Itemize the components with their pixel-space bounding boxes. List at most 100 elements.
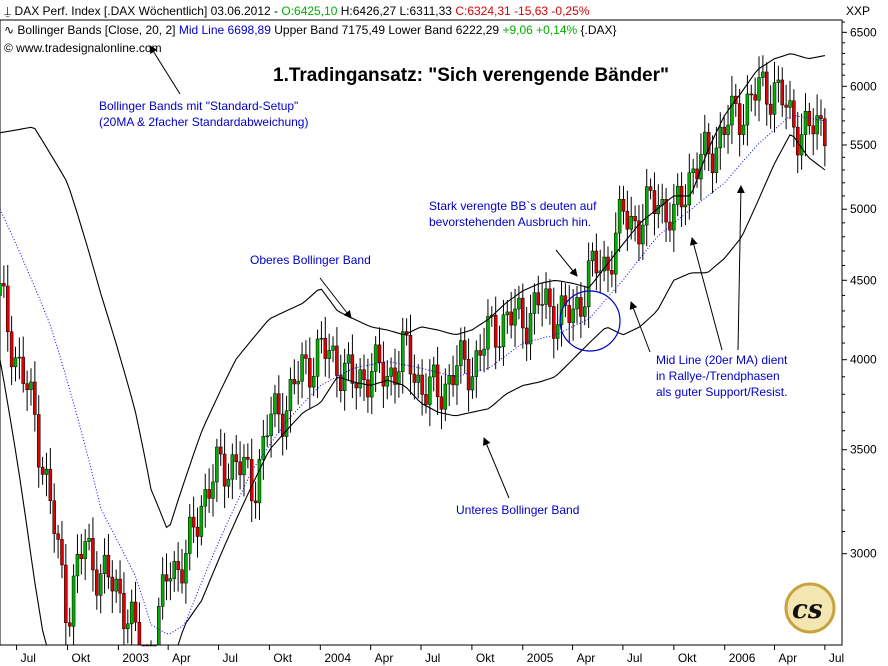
bar-body: [126, 623, 130, 630]
bar-body: [342, 362, 347, 391]
y-tick-label: 6000: [850, 79, 877, 93]
bar-body: [788, 100, 792, 108]
bar-body: [226, 478, 231, 487]
bar-body: [679, 185, 684, 208]
bar-body: [765, 71, 769, 105]
bar-body: [799, 134, 804, 156]
bar-body: [83, 541, 87, 559]
bar-body: [199, 505, 204, 537]
bar-body: [745, 93, 750, 126]
indicator-ref: {.DAX}: [581, 23, 617, 37]
bar-body: [36, 414, 41, 468]
indicator-change: +9,06 +0,14%: [502, 23, 577, 37]
bar-body: [79, 553, 84, 559]
bar-body: [583, 306, 587, 317]
y-tick-label: 5000: [850, 202, 877, 216]
bar-body: [699, 154, 703, 180]
bar-body: [122, 592, 126, 630]
bar-body: [757, 77, 761, 101]
bar-body: [176, 561, 180, 570]
bar-body: [555, 324, 560, 339]
bar-body: [133, 601, 138, 623]
bar-body: [579, 297, 583, 317]
bar-body: [265, 435, 269, 438]
bar-body: [67, 622, 72, 627]
x-tick-label: Apr: [779, 651, 798, 665]
bar-body: [9, 331, 14, 368]
x-tick-label: Jul: [627, 651, 642, 665]
bar-body: [261, 436, 266, 460]
bar-body: [56, 533, 60, 540]
bar-body: [184, 553, 188, 584]
bar-body: [486, 316, 490, 350]
bar-body: [637, 220, 641, 245]
bar-body: [749, 93, 754, 96]
bar-body: [602, 256, 606, 272]
header-low: L:6311,33: [399, 4, 452, 18]
y-tick-label: 3000: [850, 547, 877, 561]
cs-logo-text: cs: [792, 595, 823, 625]
bar-body: [819, 115, 823, 120]
bar-body: [691, 168, 695, 174]
bar-body: [358, 369, 362, 389]
bar-body: [253, 500, 258, 504]
bar-body: [230, 454, 235, 480]
bar-body: [33, 381, 37, 415]
bar-body: [563, 295, 568, 306]
bar-body: [737, 103, 742, 135]
bar-body: [509, 311, 513, 326]
bar-body: [610, 270, 614, 275]
annotation-setup-arrow: [149, 45, 181, 95]
bar-body: [455, 365, 459, 386]
bar-body: [292, 379, 297, 385]
bar-body: [203, 489, 207, 507]
bar-body: [803, 111, 808, 135]
indicator-name: Bollinger Bands [Close, 20, 2]: [17, 23, 175, 37]
annotation-squeeze-arrow: [555, 249, 578, 277]
bar-body: [710, 153, 715, 174]
bar-body: [548, 288, 552, 307]
bar-body: [517, 297, 521, 310]
bar-body: [222, 453, 227, 487]
bar-body: [381, 362, 386, 387]
bar-body: [629, 216, 633, 230]
annotation-mid-arrow-c: [736, 185, 745, 351]
bar-body: [532, 292, 537, 314]
bar-body: [648, 186, 653, 191]
bar-body: [288, 379, 293, 412]
bar-body: [625, 211, 630, 230]
y-unit: XXP: [846, 4, 870, 18]
bar-body: [273, 393, 277, 415]
bar-body: [207, 489, 211, 499]
bar-body: [552, 306, 556, 339]
x-axis: Jul Okt 2003 Apr Jul Okt 2004 Apr Jul Okt 2005 Apr J…: [16, 645, 844, 665]
bar-body: [246, 456, 250, 460]
bar-body: [482, 348, 486, 356]
bar-body: [412, 373, 417, 383]
bar-body: [269, 413, 273, 437]
bar-body: [17, 356, 22, 359]
annotation-setup-line1: Bollinger Bands mit "Standard-Setup": [99, 99, 298, 113]
price-bars: [0, 55, 827, 647]
bar-body: [95, 569, 99, 596]
bar-body: [726, 124, 730, 135]
bar-body: [451, 375, 455, 386]
bar-body: [594, 250, 599, 274]
bar-body: [459, 340, 463, 366]
bar-body: [257, 458, 262, 504]
bar-body: [435, 364, 440, 398]
bar-body: [102, 554, 107, 574]
bar-body: [644, 186, 649, 226]
bar-body: [98, 573, 103, 596]
y-tick-label: 3500: [850, 443, 877, 457]
bar-body: [617, 198, 622, 234]
lower-band-line: [0, 134, 826, 646]
bar-body: [366, 379, 370, 398]
bar-body: [641, 224, 645, 245]
bar-body: [420, 374, 424, 395]
bar-body: [776, 79, 781, 83]
svg-text:∿ Bollinger Bands [Clos: ∿ Bollinger Bands [Close, 20, 2] Mid Lin…: [4, 23, 617, 37]
annotation-lower-band: Unteres Bollinger Band: [456, 503, 579, 517]
bar-body: [311, 376, 316, 388]
bar-body: [524, 327, 529, 345]
